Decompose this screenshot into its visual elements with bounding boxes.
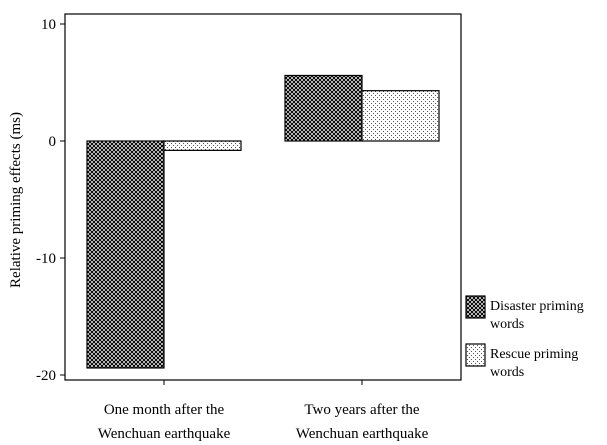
y-tick-label: -10 (36, 251, 56, 267)
legend-label-disaster: words (490, 317, 524, 332)
x-category-label: Two years after the (304, 402, 419, 418)
y-tick-label: 0 (49, 134, 57, 150)
x-category-label: Wenchuan earthquake (98, 426, 231, 442)
legend-label-rescue: Rescue priming (490, 347, 578, 362)
legend-swatch-disaster (465, 295, 486, 319)
y-tick-label: 10 (41, 17, 56, 33)
y-tick-label: -20 (36, 368, 56, 384)
bar-rescue-0 (163, 140, 242, 151)
bar-rescue-1 (361, 90, 440, 142)
y-axis-label: Relative priming effects (ms) (8, 112, 24, 288)
x-category-label: One month after the (104, 402, 225, 418)
bar-disaster-1 (284, 74, 363, 142)
bar-disaster-0 (86, 140, 165, 369)
legend-label-rescue: words (490, 365, 524, 380)
legend-swatch-rescue (465, 343, 486, 367)
legend: Disaster priming words Rescue priming words (465, 295, 584, 380)
plot-frame (64, 13, 462, 381)
x-category-label: Wenchuan earthquake (296, 426, 429, 442)
legend-label-disaster: Disaster priming (490, 299, 584, 314)
